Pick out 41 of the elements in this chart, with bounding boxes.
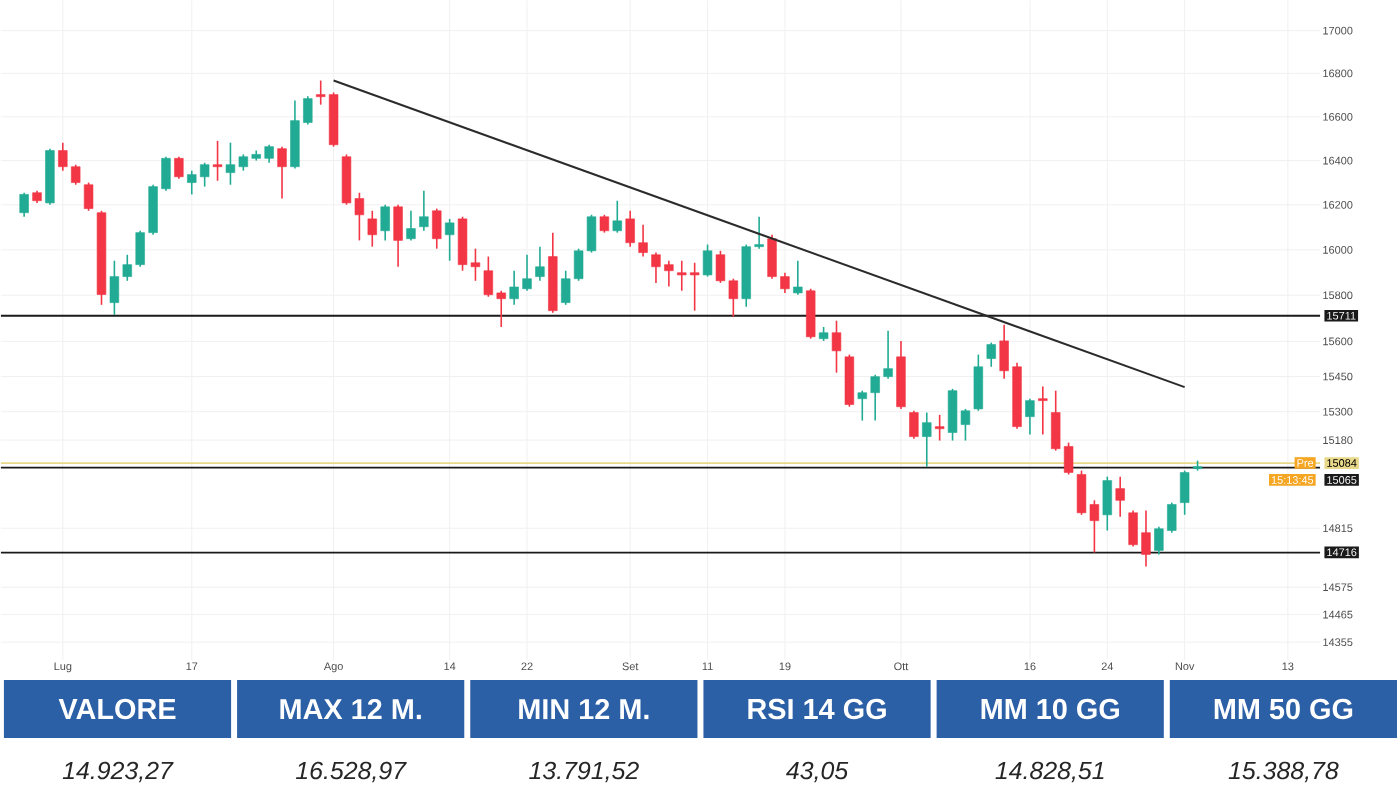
candlestick bbox=[380, 203, 390, 242]
candlestick bbox=[212, 140, 223, 182]
candlestick bbox=[612, 199, 622, 234]
candlestick bbox=[1025, 397, 1035, 436]
candlestick bbox=[174, 155, 184, 180]
candlestick bbox=[277, 145, 287, 200]
candlestick bbox=[83, 181, 94, 212]
candlestick bbox=[844, 353, 855, 408]
candlestick bbox=[702, 243, 713, 278]
candlestick bbox=[393, 203, 403, 268]
candlestick bbox=[986, 341, 996, 368]
text: 13.791,52 bbox=[529, 761, 639, 783]
candlestick bbox=[444, 218, 455, 262]
text: 16.528,97 bbox=[295, 761, 407, 783]
text: VALORE bbox=[58, 698, 176, 720]
text: 14.828,51 bbox=[995, 761, 1104, 783]
candlestick bbox=[1179, 469, 1190, 516]
candlestick bbox=[1038, 385, 1048, 436]
candlestick bbox=[535, 245, 545, 282]
text: RSI 14 GG bbox=[748, 698, 886, 720]
text: 15.388,78 bbox=[1228, 761, 1339, 783]
candlestick bbox=[432, 207, 442, 250]
candlestick bbox=[922, 411, 932, 468]
text: 14.923,27 bbox=[62, 761, 174, 783]
candlestick bbox=[1115, 475, 1125, 518]
text: MM 50 GG bbox=[1214, 698, 1353, 720]
text: MAX 12 M. bbox=[280, 698, 421, 720]
text: MIN 12 M. bbox=[519, 698, 649, 720]
candlestick bbox=[793, 259, 803, 296]
candlestick bbox=[806, 287, 816, 340]
candlestick bbox=[419, 189, 429, 232]
text: 43,05 bbox=[786, 761, 849, 783]
candlestick bbox=[1102, 475, 1112, 532]
candlestick bbox=[831, 319, 842, 374]
candlestick bbox=[909, 409, 919, 440]
candlestick bbox=[973, 353, 984, 412]
candlestick bbox=[19, 191, 29, 218]
candlestick bbox=[367, 209, 377, 248]
text: MM 10 GG bbox=[981, 698, 1119, 720]
candlestick bbox=[406, 209, 416, 242]
candlestick bbox=[934, 414, 945, 442]
